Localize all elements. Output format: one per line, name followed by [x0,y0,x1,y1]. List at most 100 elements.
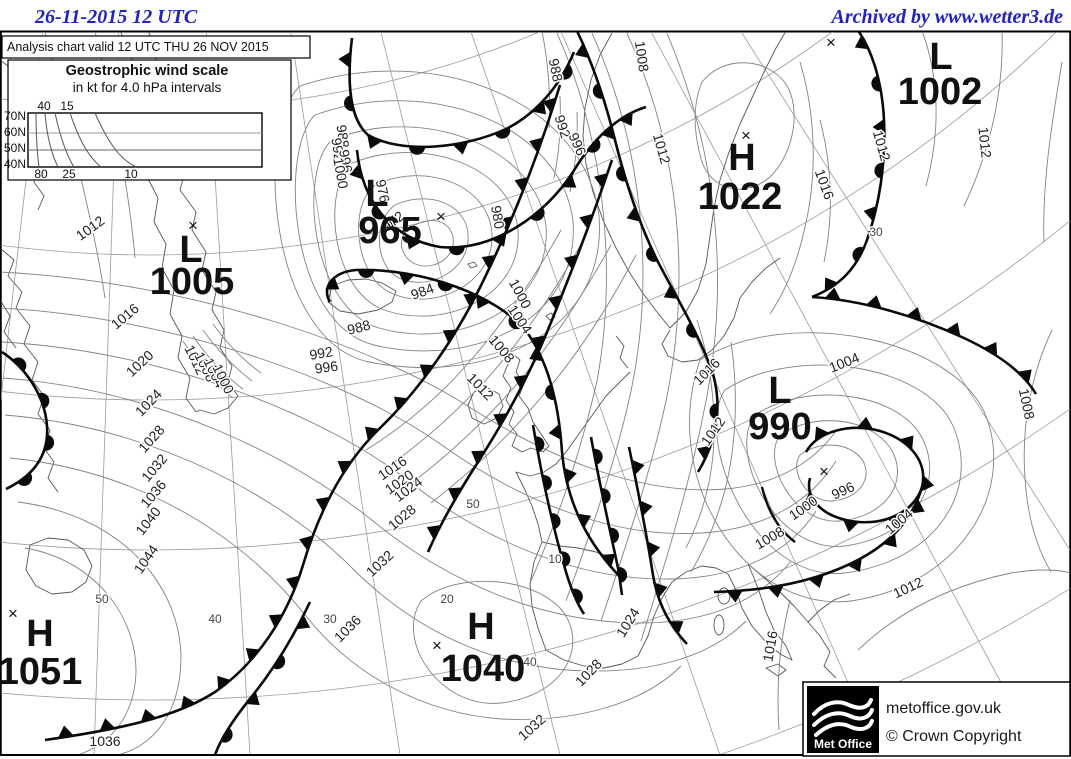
cold-front-triangle-icon [814,426,829,441]
isobar-path [365,229,562,451]
pressure-center-cross-icon: × [436,207,446,226]
cold-front-triangle-icon [767,585,784,598]
warm-front-semicircle-icon [358,269,375,278]
isobar-label: 996 [314,357,340,376]
coastline-path [669,32,786,329]
isobar-path [690,341,736,573]
cold-front-triangle-icon [872,118,885,135]
isobar-label: 992 [328,137,347,163]
wind-scale-subtitle: in kt for 4.0 hPa intervals [73,80,222,95]
weather-fronts [1,32,1038,754]
metoffice-footer: Met Office metoffice.gov.uk © Crown Copy… [802,681,1071,757]
cold-front-triangle-icon [899,435,914,450]
warm-front-semicircle-icon [587,138,601,153]
isobar-path [1,307,837,535]
coastline-path [807,593,851,623]
cold-front-triangle-icon [618,111,633,126]
isobar-path [1,341,817,580]
cold-front-triangle-icon [99,718,116,732]
isobar-path [769,61,814,315]
cold-front-triangle-icon [654,582,668,598]
warm-front-semicircle-icon [494,127,511,139]
warm-front-semicircle-icon [593,448,603,465]
grid-label: 40 [208,612,222,626]
warm-front-semicircle-icon [371,205,385,220]
isobar-path [777,599,791,731]
isobar-path [689,332,995,603]
isobar-path [192,335,244,390]
cold-front-triangle-icon [325,276,340,290]
wind-scale-top-label: 40 [37,99,51,113]
cold-front-triangle-icon [562,174,577,188]
cold-front-triangle-icon [493,413,508,428]
isobar-label: 1008 [632,40,652,73]
warm-front-semicircle-icon [617,567,628,583]
coastline-path [713,614,725,636]
cold-front-triangle-icon [532,100,547,115]
isobar-path [819,119,831,263]
metoffice-url: metoffice.gov.uk [886,700,1002,717]
isobar-label: 992 [308,343,334,363]
pressure-center-letter: L [929,36,952,78]
isobar-path [334,152,519,317]
coastline-path [327,278,397,315]
cold-front-triangle-icon [906,307,922,321]
coastline-path [661,257,781,363]
coastline-path [727,563,793,661]
front-path-warm [1,350,49,491]
cold-front-triangle-icon [268,614,283,629]
isobar-label: 1012 [975,126,994,159]
pressure-center-value: 1002 [898,71,983,113]
isobar-path [553,95,561,179]
cold-front-triangle-icon [663,284,678,299]
warm-front-semicircle-icon [571,588,583,604]
cold-front-triangle-icon [529,137,543,153]
cold-front-triangle-icon [824,287,841,300]
warm-front-semicircle-icon [530,207,545,221]
isobar-path [408,244,612,486]
isobar-path [565,32,644,602]
pressure-center-value: 990 [748,406,811,448]
warm-front-semicircle-icon [38,392,50,409]
front-path-occluded [348,37,576,149]
isobars [1,32,1070,754]
cold-front-triangle-icon [593,172,608,189]
cold-front-triangle-icon [406,235,422,250]
front-path-occluded [576,32,719,473]
cold-front-triangle-icon [639,500,653,517]
coastline-path [25,537,93,595]
coastline-path [717,587,731,605]
warm-front-semicircle-icon [874,162,884,179]
front-path-warm [589,436,624,596]
cold-front-triangle-icon [296,615,311,630]
coastline-path [1,248,59,493]
cold-front-triangle-icon [338,51,351,68]
cold-front-triangle-icon [217,675,231,690]
cold-front-triangle-icon [1017,369,1032,384]
pressure-center-value: 1040 [441,648,526,690]
coastline-path [529,541,729,669]
warm-front-semicircle-icon [508,315,523,330]
analysis-info-label: Analysis chart valid 12 UTC THU 26 NOV 2… [7,40,269,54]
coastline-path [515,371,631,543]
isobar-path [2,377,792,624]
trough-line [760,486,796,543]
cold-front-triangle-icon [180,695,196,710]
cold-front-triangle-icon [463,292,478,307]
warm-front-semicircle-icon [534,436,545,453]
cold-front-triangle-icon [601,553,616,568]
cold-front-triangle-icon [245,691,260,706]
isobar-label: 980 [488,204,508,230]
isobar-path [1,271,837,491]
wind-scale-lat-label: 40N [4,157,26,171]
pressure-center-letter: H [728,137,755,179]
cold-front-triangle-icon [245,648,260,662]
cold-front-triangle-icon [887,512,902,527]
cold-front-triangle-icon [542,97,557,113]
cold-front-triangle-icon [577,513,592,529]
isobar-path [640,32,718,642]
wind-scale-lat-label: 60N [4,125,26,139]
isobar-path [600,32,680,622]
warm-front-semicircle-icon [609,527,620,544]
